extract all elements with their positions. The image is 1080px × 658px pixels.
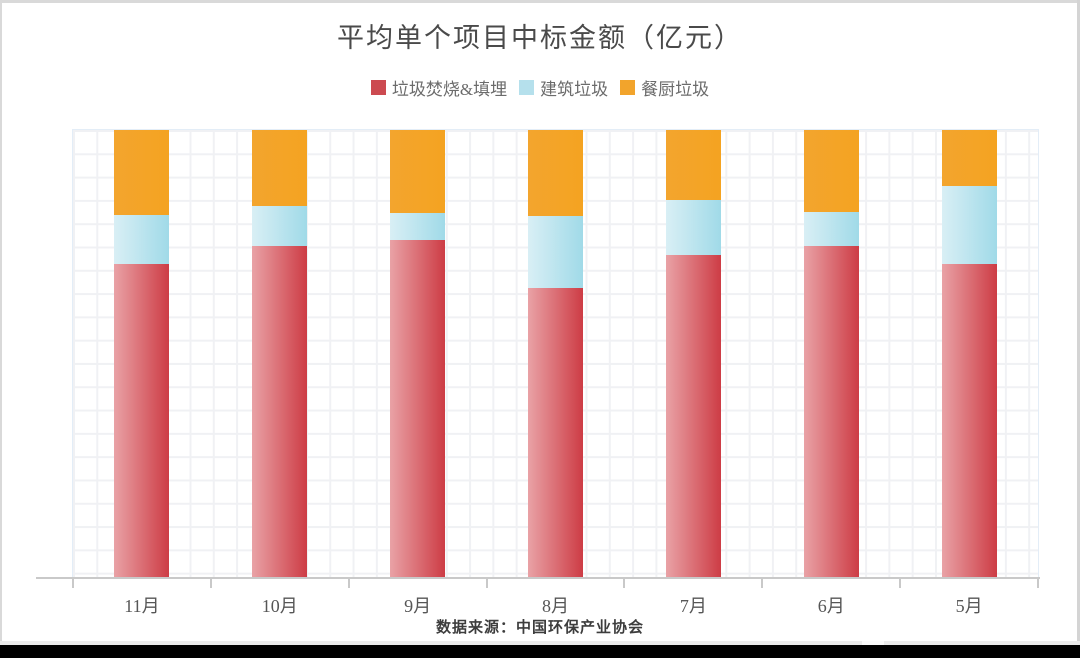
x-axis-tick	[209, 579, 212, 588]
legend-label: 餐厨垃圾	[641, 79, 710, 99]
bar-segment-建筑垃圾	[390, 213, 446, 241]
stacked-bar-10月	[252, 130, 308, 577]
bar-segment-餐厨垃圾	[941, 130, 997, 186]
bar-segment-垃圾焚烧&填埋	[528, 288, 583, 577]
bar-segment-垃圾焚烧&填埋	[252, 246, 308, 577]
legend-label: 建筑垃圾	[540, 79, 609, 99]
bar-segment-餐厨垃圾	[665, 130, 721, 201]
bottom-letterbox-bar	[0, 645, 1080, 658]
x-axis-tick	[1037, 579, 1039, 588]
stacked-bar-5月	[941, 130, 997, 577]
bar-segment-建筑垃圾	[803, 212, 859, 247]
bar-segment-垃圾焚烧&填埋	[941, 264, 997, 577]
bar-segment-垃圾焚烧&填埋	[390, 240, 446, 577]
legend: 垃圾焚烧&填埋 建筑垃圾 餐厨垃圾	[0, 75, 1080, 100]
frame-border-top	[0, 0, 1080, 3]
plot-area	[73, 130, 1038, 577]
legend-swatch-orange-icon	[620, 79, 636, 95]
bar-segment-餐厨垃圾	[528, 130, 583, 217]
legend-label: 垃圾焚烧&填埋	[391, 79, 508, 99]
stacked-bar-11月	[114, 130, 170, 577]
category-label-6月: 6月	[817, 596, 845, 616]
legend-item-construction-waste: 建筑垃圾	[519, 75, 608, 100]
category-label-9月: 9月	[404, 596, 432, 616]
bar-segment-建筑垃圾	[114, 214, 170, 265]
x-axis-tick	[347, 579, 350, 588]
bar-segment-垃圾焚烧&填埋	[665, 255, 721, 577]
bar-segment-建筑垃圾	[252, 205, 308, 247]
stacked-bar-7月	[665, 130, 721, 577]
legend-swatch-blue-icon	[519, 79, 535, 95]
bar-segment-垃圾焚烧&填埋	[803, 246, 859, 577]
frame-border-right	[1077, 0, 1080, 645]
bar-segment-建筑垃圾	[528, 216, 583, 289]
bar-segment-餐厨垃圾	[252, 130, 308, 206]
category-label-5月: 5月	[955, 596, 983, 616]
legend-item-incineration-landfill: 垃圾焚烧&填埋	[370, 75, 508, 100]
bar-segment-餐厨垃圾	[803, 130, 859, 213]
bottom-progress-notch	[862, 641, 884, 645]
legend-swatch-red-icon	[370, 79, 386, 95]
bar-segment-建筑垃圾	[665, 200, 721, 256]
x-axis-line	[36, 577, 1040, 579]
bar-segment-建筑垃圾	[941, 185, 997, 265]
chart-title: 平均单个项目中标金额（亿元）	[337, 23, 743, 53]
data-source-note: 数据来源：中国环保产业协会	[435, 620, 644, 636]
frame-border-left	[0, 0, 2, 645]
bar-segment-餐厨垃圾	[390, 130, 446, 214]
stacked-bar-6月	[803, 130, 859, 577]
stacked-bar-9月	[390, 130, 446, 577]
x-axis-tick	[623, 579, 626, 588]
category-label-7月: 7月	[679, 596, 707, 616]
legend-item-kitchen-waste: 餐厨垃圾	[620, 75, 709, 100]
x-axis-tick	[72, 579, 74, 588]
category-label-10月: 10月	[261, 596, 298, 616]
bar-segment-垃圾焚烧&填埋	[114, 264, 170, 577]
x-axis-tick	[899, 579, 902, 588]
bottom-progress-strip	[0, 641, 1080, 645]
category-label-11月: 11月	[124, 596, 160, 616]
x-axis-tick	[761, 579, 764, 588]
bar-segment-餐厨垃圾	[114, 130, 170, 215]
stacked-bar-8月	[528, 130, 583, 577]
category-label-8月: 8月	[541, 596, 569, 616]
x-axis-tick	[485, 579, 488, 588]
